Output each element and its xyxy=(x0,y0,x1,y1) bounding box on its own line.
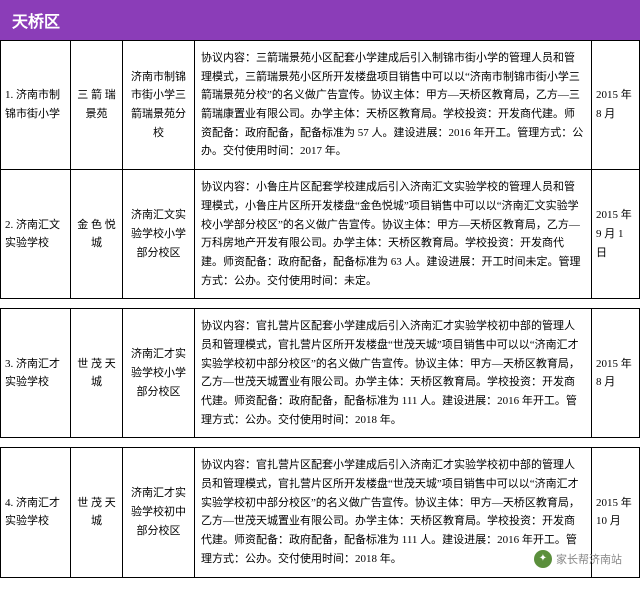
cell-school: 2. 济南汇文实验学校 xyxy=(1,170,71,299)
watermark-text: 家长帮济南站 xyxy=(556,551,622,567)
cell-date: 2015 年9 月 1 日 xyxy=(592,170,640,299)
cell-detail: 协议内容：官扎营片区配套小学建成后引入济南汇才实验学校初中部的管理人员和管理模式… xyxy=(195,309,592,438)
cell-branch: 济南市制锦市街小学三箭瑞景苑分校 xyxy=(123,41,195,170)
schools-table: 1. 济南市制锦市街小学 三 箭 瑞景苑 济南市制锦市街小学三箭瑞景苑分校 协议… xyxy=(0,40,640,578)
cell-branch: 济南汇才实验学校小学部分校区 xyxy=(123,309,195,438)
wechat-icon: ✦ xyxy=(534,550,552,568)
watermark: ✦ 家长帮济南站 xyxy=(534,550,622,568)
cell-date: 2015 年8 月 xyxy=(592,41,640,170)
cell-date: 2015 年8 月 xyxy=(592,309,640,438)
cell-project: 世 茂 天城 xyxy=(71,448,123,577)
cell-school: 1. 济南市制锦市街小学 xyxy=(1,41,71,170)
district-title: 天桥区 xyxy=(12,14,60,31)
table-row: 2. 济南汇文实验学校 金 色 悦城 济南汇文实验学校小学部分校区 协议内容：小… xyxy=(1,170,640,299)
cell-project: 世 茂 天城 xyxy=(71,309,123,438)
cell-detail: 协议内容：三箭瑞景苑小区配套小学建成后引入制锦市街小学的管理人员和管理模式，三箭… xyxy=(195,41,592,170)
cell-project: 三 箭 瑞景苑 xyxy=(71,41,123,170)
row-gap xyxy=(1,438,640,448)
row-gap xyxy=(1,299,640,309)
cell-school: 4. 济南汇才实验学校 xyxy=(1,448,71,577)
table-row: 1. 济南市制锦市街小学 三 箭 瑞景苑 济南市制锦市街小学三箭瑞景苑分校 协议… xyxy=(1,41,640,170)
district-header: 天桥区 xyxy=(0,0,640,40)
cell-branch: 济南汇才实验学校初中部分校区 xyxy=(123,448,195,577)
cell-detail: 协议内容：官扎营片区配套小学建成后引入济南汇才实验学校初中部的管理人员和管理模式… xyxy=(195,448,592,577)
cell-branch: 济南汇文实验学校小学部分校区 xyxy=(123,170,195,299)
cell-project: 金 色 悦城 xyxy=(71,170,123,299)
cell-detail: 协议内容：小鲁庄片区配套学校建成后引入济南汇文实验学校的管理人员和管理模式，小鲁… xyxy=(195,170,592,299)
table-row: 3. 济南汇才实验学校 世 茂 天城 济南汇才实验学校小学部分校区 协议内容：官… xyxy=(1,309,640,438)
cell-school: 3. 济南汇才实验学校 xyxy=(1,309,71,438)
